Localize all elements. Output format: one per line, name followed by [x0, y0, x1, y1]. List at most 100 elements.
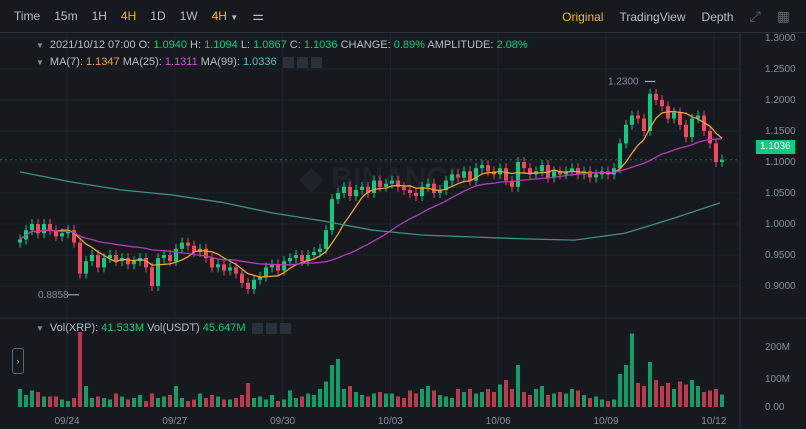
ma-legend: ▼ MA(7): 1.1347 MA(25): 1.1311 MA(99): 1.… — [36, 56, 322, 68]
volume-bar — [138, 395, 142, 407]
volume-bar — [426, 386, 430, 407]
collapse-icon[interactable]: ▼ — [36, 58, 44, 67]
date-tick-label: 10/03 — [378, 416, 403, 427]
settings-icon[interactable] — [296, 56, 308, 68]
candle-body — [654, 93, 658, 100]
volume-tick-label: 200M — [765, 342, 790, 353]
candle-body — [444, 180, 448, 190]
candle-body — [48, 224, 52, 231]
visibility-icon[interactable] — [282, 56, 294, 68]
settings-sliders-icon[interactable]: ⚌ — [252, 8, 264, 23]
collapse-icon[interactable]: ▼ — [36, 324, 44, 333]
volume-bar — [714, 389, 718, 407]
candle-body — [522, 162, 526, 169]
candle-body — [192, 245, 196, 252]
tab-1d[interactable]: 1D — [150, 9, 166, 23]
candle-body — [414, 193, 418, 197]
candle-body — [42, 224, 46, 234]
collapse-icon[interactable]: ▼ — [36, 41, 44, 50]
expand-panel-button[interactable]: › — [12, 348, 24, 374]
date-tick-label: 10/06 — [486, 416, 511, 427]
candle-body — [486, 165, 490, 172]
volume-bar — [690, 380, 694, 407]
low-marker-label: 0.8858 — [38, 290, 69, 301]
volume-bar — [378, 392, 382, 407]
volume-bar — [408, 390, 412, 407]
candle-body — [660, 100, 664, 107]
candle-body — [18, 239, 22, 243]
grid-layout-icon[interactable]: ▦ — [776, 8, 790, 24]
volume-bar — [642, 386, 646, 407]
candle-body — [396, 180, 400, 187]
tab-4h[interactable]: 4H — [120, 9, 137, 23]
volume-bar — [36, 392, 40, 407]
candle-body — [570, 168, 574, 172]
volume-bar — [600, 399, 604, 407]
candle-body — [366, 186, 370, 193]
view-depth[interactable]: Depth — [701, 9, 734, 24]
candle-body — [360, 186, 364, 190]
volume-bar — [132, 398, 136, 407]
l-label: L: — [240, 39, 250, 51]
tab-time[interactable]: Time — [14, 9, 41, 23]
candle-body — [168, 255, 172, 262]
volume-bar — [252, 398, 256, 407]
volume-bar — [90, 398, 94, 407]
volume-bar — [618, 374, 622, 407]
candle-body — [420, 186, 424, 197]
volume-bar — [666, 383, 670, 407]
candle-body — [630, 115, 634, 125]
settings-icon[interactable] — [265, 322, 277, 334]
tab-1h[interactable]: 1H — [91, 9, 107, 23]
volume-bar — [120, 396, 124, 407]
candle-body — [468, 171, 472, 181]
candle-body — [312, 251, 316, 255]
volume-bar — [60, 399, 64, 407]
candle-body — [480, 165, 484, 169]
candle-body — [180, 242, 184, 249]
candle-body — [318, 248, 322, 252]
close-icon[interactable] — [279, 322, 291, 334]
date-tick-label: 09/30 — [270, 416, 295, 427]
ma25-value: 1.1311 — [164, 56, 198, 68]
candle-body — [186, 242, 190, 246]
volume-bar — [582, 395, 586, 407]
volume-legend: ▼ Vol(XRP): 41.533M Vol(USDT) 45.647M — [36, 322, 291, 334]
volume-bar — [384, 393, 388, 407]
candle-body — [546, 165, 550, 178]
volume-bar — [72, 398, 76, 407]
candle-body — [36, 224, 40, 234]
interval-dropdown[interactable]: 4H ▼ — [212, 9, 239, 23]
candle-body — [252, 279, 256, 290]
volume-bar — [258, 396, 262, 407]
h-label: H: — [190, 39, 202, 51]
candle-body — [642, 118, 646, 131]
candle-body — [450, 174, 454, 181]
fullscreen-icon[interactable]: ⤢ — [749, 8, 761, 24]
volume-bar — [438, 395, 442, 407]
volume-bar — [270, 395, 274, 407]
ma99-label: MA(99): — [200, 56, 240, 68]
visibility-icon[interactable] — [251, 322, 263, 334]
candle-body — [408, 189, 412, 193]
volume-bar — [564, 393, 568, 407]
tab-15m[interactable]: 15m — [54, 9, 78, 23]
volume-bar — [456, 389, 460, 407]
date-tick-label: 09/27 — [162, 416, 187, 427]
volume-bar — [516, 365, 520, 407]
volume-bar — [702, 392, 706, 407]
tab-1w[interactable]: 1W — [179, 9, 198, 23]
volume-bar — [444, 396, 448, 407]
ma25-label: MA(25): — [122, 56, 162, 68]
candle-body — [258, 276, 262, 280]
close-icon[interactable] — [310, 56, 322, 68]
view-tradingview[interactable]: TradingView — [619, 9, 686, 24]
candle-body — [294, 255, 298, 259]
volume-bar — [360, 395, 364, 407]
view-original[interactable]: Original — [562, 9, 604, 24]
volume-bar — [126, 399, 130, 407]
volume-bar — [78, 332, 82, 407]
candle-body — [432, 183, 436, 193]
low-value: 1.0867 — [253, 39, 287, 51]
